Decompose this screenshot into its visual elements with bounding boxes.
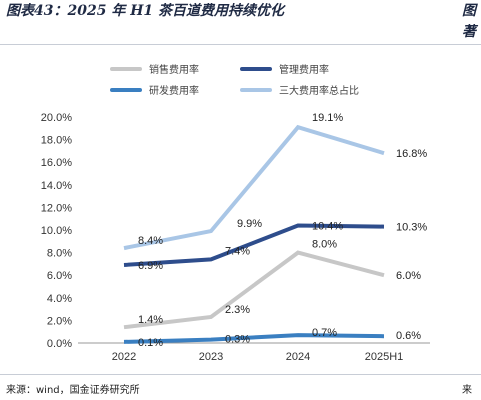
y-tick-label: 0.0% — [47, 338, 72, 350]
data-label: 0.7% — [312, 327, 337, 339]
data-label: 6.9% — [138, 260, 163, 272]
data-label: 8.4% — [138, 235, 163, 247]
y-tick-label: 16.0% — [41, 157, 72, 169]
cropped-adjacent-source: 来 — [462, 385, 472, 396]
chart-title: 图表43：2025 年 H1 茶百道费用持续优化 — [6, 3, 285, 19]
series-line — [123, 250, 385, 330]
x-tick-label: 2024 — [286, 351, 310, 363]
series-line — [123, 223, 385, 267]
y-axis: 0.0% 2.0% 4.0% 6.0% 8.0% 10.0% 12.0% 14.0% 16.0%… — [41, 112, 72, 350]
series-lines — [123, 124, 385, 344]
data-label: 19.1% — [312, 112, 343, 124]
y-tick-label: 6.0% — [47, 270, 72, 282]
legend-label: 管理费用率 — [279, 63, 329, 76]
x-tick-label: 2025H1 — [365, 351, 404, 363]
x-axis: 2022 2023 2024 2025H1 — [78, 342, 430, 363]
series-line — [123, 333, 385, 344]
y-tick-label: 18.0% — [41, 135, 72, 147]
y-tick-label: 14.0% — [41, 180, 72, 192]
y-tick-label: 20.0% — [41, 112, 72, 124]
legend-label: 研发费用率 — [149, 84, 199, 97]
data-label: 6.0% — [396, 270, 421, 282]
y-tick-label: 8.0% — [47, 248, 72, 260]
x-tick-label: 2023 — [199, 351, 223, 363]
data-label: 8.0% — [312, 239, 337, 251]
cropped-adjacent-title: 图 — [462, 3, 476, 19]
x-tick-label: 2022 — [112, 351, 136, 363]
data-label: 7.4% — [225, 245, 250, 257]
data-labels: 1.4% 2.3% 8.0% 6.0% 6.9% 7.4% 10.4% 10.3% 0.1% 0.… — [138, 112, 427, 349]
data-label: 0.1% — [138, 337, 163, 349]
data-label: 10.4% — [312, 220, 343, 232]
legend-label: 销售费用率 — [149, 63, 199, 76]
top-divider — [0, 44, 481, 45]
y-tick-label: 12.0% — [41, 202, 72, 214]
series-line — [123, 124, 385, 251]
source-note: 来源：wind，国金证券研究所 — [6, 385, 140, 396]
y-tick-label: 10.0% — [41, 225, 72, 237]
y-tick-label: 4.0% — [47, 293, 72, 305]
data-label: 2.3% — [225, 304, 250, 316]
cropped-adjacent-subtitle: 著 — [462, 24, 476, 40]
data-label: 0.6% — [396, 330, 421, 342]
data-label: 0.3% — [225, 334, 250, 346]
data-label: 1.4% — [138, 314, 163, 326]
data-label: 16.8% — [396, 148, 427, 160]
data-label: 9.9% — [237, 218, 262, 230]
y-tick-label: 2.0% — [47, 315, 72, 327]
legend-label: 三大费用率总占比 — [279, 84, 359, 97]
data-label: 10.3% — [396, 222, 427, 234]
bottom-divider — [0, 374, 481, 375]
